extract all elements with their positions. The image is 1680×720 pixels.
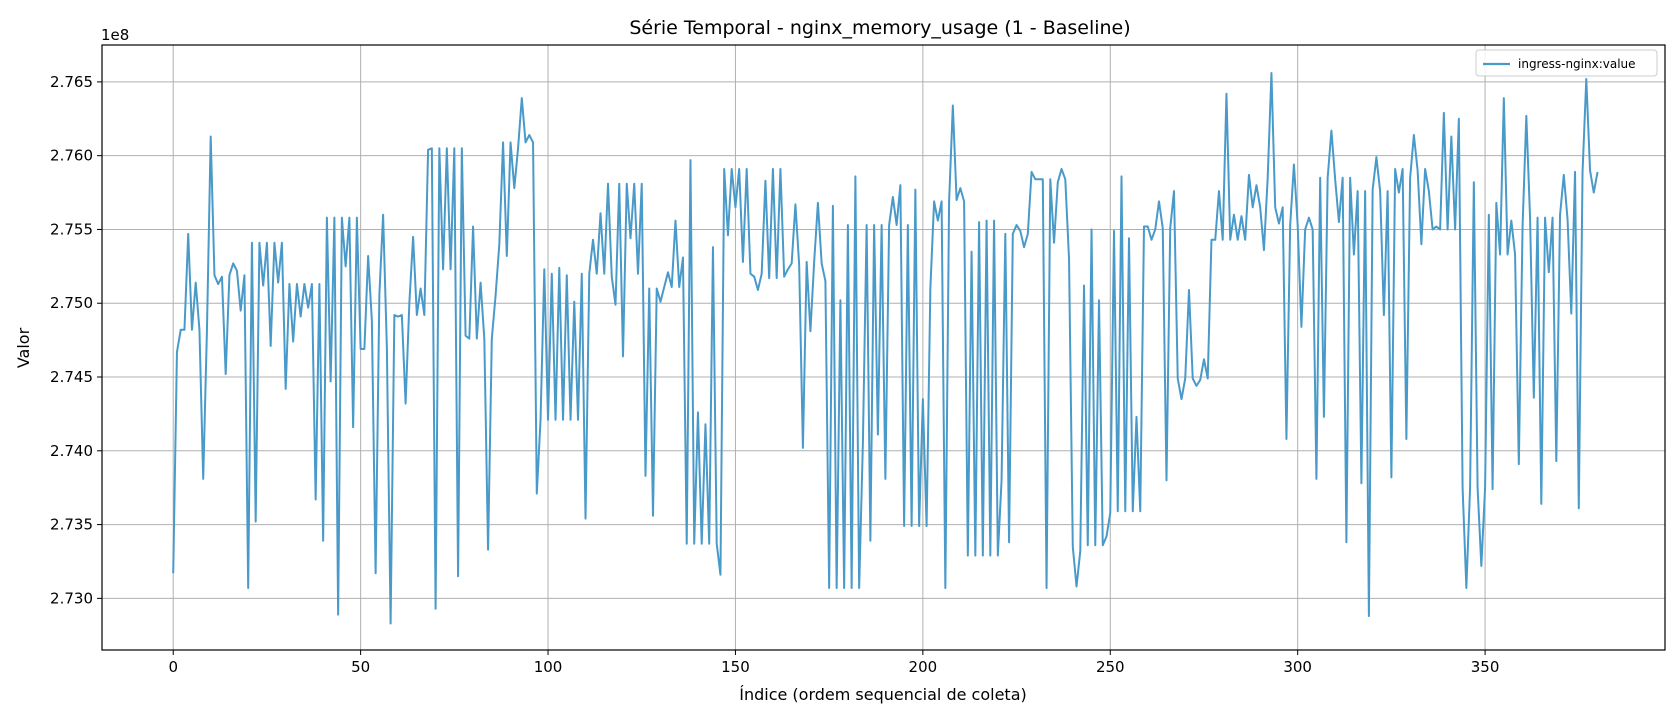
series-line-ingress-nginx: [172, 72, 1599, 625]
x-tick-label: 350: [1471, 658, 1500, 676]
y-axis: 2.730 2.735 2.740 2.745 2.750 2.755 2.760 2.765: [50, 73, 102, 607]
y-tick-label: 2.750: [50, 294, 93, 312]
x-tick-label: 200: [909, 658, 938, 676]
y-axis-label: Valor: [14, 327, 33, 368]
x-tick-label: 300: [1283, 658, 1312, 676]
x-tick-label: 150: [721, 658, 750, 676]
x-tick-label: 0: [168, 658, 178, 676]
y-tick-label: 2.765: [50, 73, 93, 91]
y-axis-offset-label: 1e8: [101, 26, 129, 44]
legend-label-ingress-nginx: ingress-nginx:value: [1518, 57, 1636, 71]
y-tick-label: 2.730: [50, 589, 93, 607]
x-axis: 0 50 100 150 200 250 300 350: [168, 650, 1499, 676]
series-layer: [172, 72, 1599, 625]
y-tick-label: 2.735: [50, 516, 93, 534]
x-tick-label: 250: [1096, 658, 1125, 676]
x-tick-label: 100: [534, 658, 563, 676]
x-tick-label: 50: [351, 658, 370, 676]
y-tick-label: 2.755: [50, 220, 93, 238]
legend-box: [1475, 49, 1658, 77]
y-tick-label: 2.740: [50, 442, 93, 460]
x-axis-label: Índice (ordem sequencial de coleta): [739, 685, 1027, 704]
chart-title: Série Temporal - nginx_memory_usage (1 -…: [629, 17, 1130, 39]
y-tick-label: 2.745: [50, 368, 93, 386]
legend: ingress-nginx:value: [1475, 49, 1658, 77]
plot-area-frame: [101, 44, 1666, 651]
y-tick-label: 2.760: [50, 147, 93, 165]
